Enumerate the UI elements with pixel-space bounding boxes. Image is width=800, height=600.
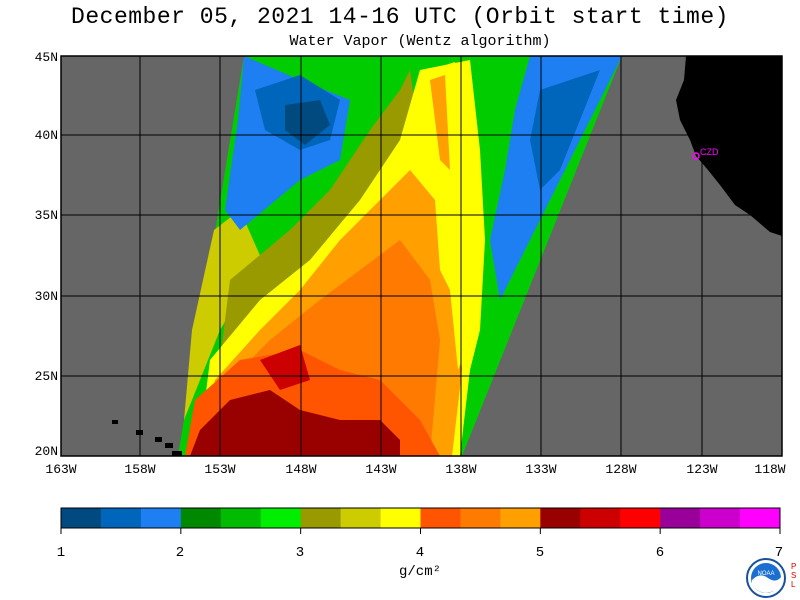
colorbar-swatch bbox=[61, 508, 102, 528]
swath-darkblue-east bbox=[530, 70, 600, 190]
colorbar-swatch bbox=[340, 508, 382, 528]
lon-label: 153W bbox=[204, 462, 236, 477]
colorbar-swatch bbox=[380, 508, 421, 528]
colorbar-swatch bbox=[100, 508, 142, 528]
colorbar-swatch bbox=[460, 508, 501, 528]
colorbar-swatch bbox=[660, 508, 701, 528]
island bbox=[112, 420, 118, 424]
colorbar bbox=[60, 507, 781, 534]
map-frame bbox=[60, 55, 783, 457]
lon-label: 143W bbox=[365, 462, 397, 477]
lon-label: 128W bbox=[605, 462, 637, 477]
swath-darkred-south bbox=[190, 390, 400, 456]
map-title: December 05, 2021 14-16 UTC (Orbit start… bbox=[71, 4, 729, 30]
lon-label: 138W bbox=[445, 462, 477, 477]
colorbar-swatch bbox=[700, 508, 741, 528]
station-marker bbox=[692, 152, 700, 160]
swath-orange-streak bbox=[430, 75, 450, 170]
island bbox=[172, 451, 182, 456]
colorbar-tick-label: 3 bbox=[295, 545, 305, 561]
island bbox=[155, 437, 162, 442]
colorbar-tick-label: 2 bbox=[175, 545, 185, 561]
colorbar-swatch bbox=[180, 508, 222, 528]
lon-label: 118W bbox=[754, 462, 786, 477]
colorbar-swatch bbox=[260, 508, 302, 528]
swath-red-patch bbox=[260, 345, 310, 390]
colorbar-swatch bbox=[500, 508, 541, 528]
graticule bbox=[61, 56, 782, 456]
map-subtitle: Water Vapor (Wentz algorithm) bbox=[289, 33, 551, 50]
colorbar-tick-label: 6 bbox=[655, 545, 665, 561]
island bbox=[165, 443, 173, 448]
lat-label: 30N bbox=[34, 289, 58, 304]
colorbar-units: g/cm² bbox=[398, 564, 441, 580]
noaa-logo-icon: NOAA bbox=[746, 558, 786, 598]
lat-label: 45N bbox=[34, 50, 58, 65]
colorbar-tick-label: 4 bbox=[415, 545, 425, 561]
colorbar-swatch bbox=[740, 508, 781, 528]
lon-label: 158W bbox=[124, 462, 156, 477]
colorbar-swatch bbox=[540, 508, 581, 528]
svg-text:NOAA: NOAA bbox=[757, 571, 774, 577]
lat-label: 40N bbox=[34, 128, 58, 143]
colorbar-swatch bbox=[140, 508, 182, 528]
colorbar-tick-label: 5 bbox=[535, 545, 545, 561]
colorbar-swatch bbox=[580, 508, 621, 528]
station-label: CZD bbox=[700, 147, 719, 157]
lon-label: 123W bbox=[686, 462, 718, 477]
colorbar-swatch bbox=[300, 508, 342, 528]
swath-blue-east bbox=[490, 56, 622, 300]
colorbar-swatch bbox=[220, 508, 262, 528]
lat-label: 20N bbox=[34, 444, 58, 459]
lon-label: 148W bbox=[285, 462, 317, 477]
lon-label: 133W bbox=[525, 462, 557, 477]
lat-label: 25N bbox=[34, 369, 58, 384]
colorbar-swatch bbox=[420, 508, 461, 528]
colorbar-swatch bbox=[620, 508, 661, 528]
swath-yellowgreen-west bbox=[184, 210, 262, 420]
swath-navy-core bbox=[285, 100, 330, 145]
lon-label: 163W bbox=[45, 462, 77, 477]
lat-label: 35N bbox=[34, 208, 58, 223]
colorbar-tick-label: 7 bbox=[774, 545, 784, 561]
colorbar-tick-label: 1 bbox=[56, 545, 66, 561]
